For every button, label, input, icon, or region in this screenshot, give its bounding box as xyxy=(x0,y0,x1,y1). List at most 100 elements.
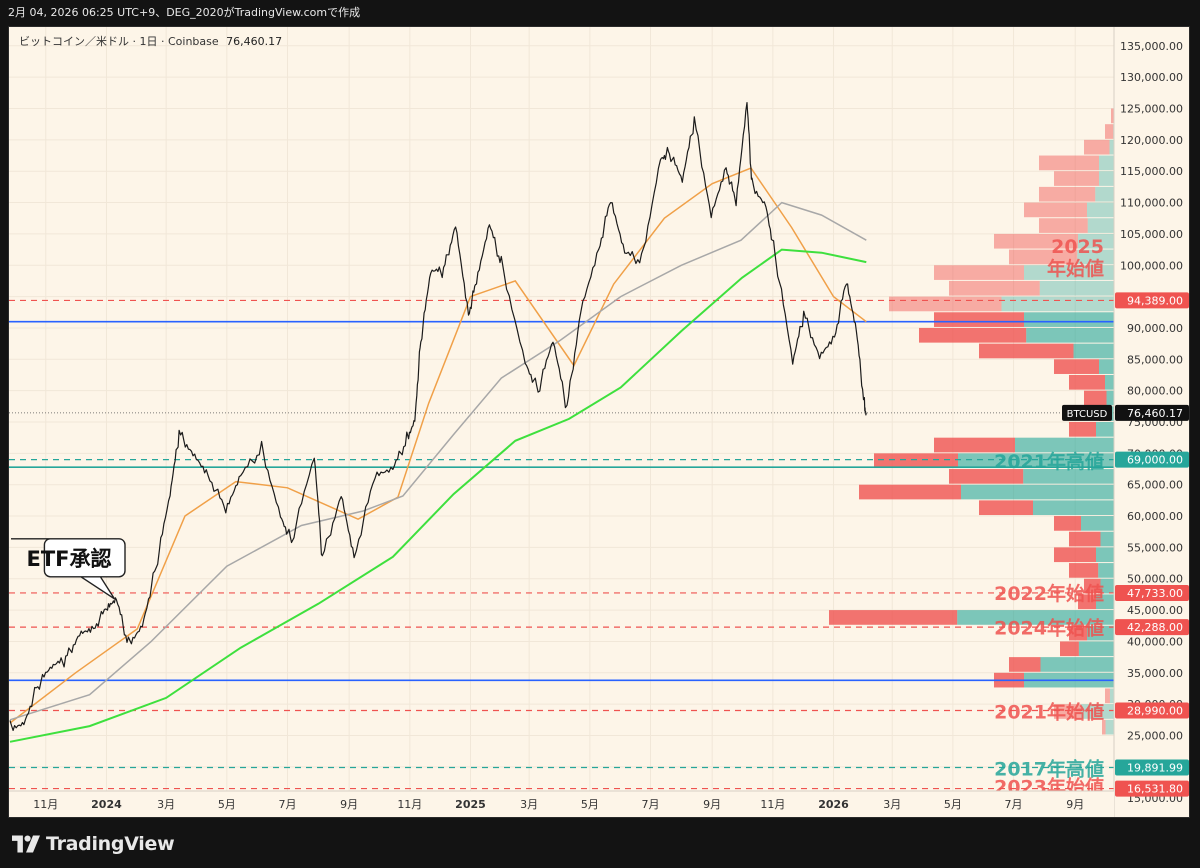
volume-profile-bar-up xyxy=(1040,657,1114,672)
volume-profile-bar-up xyxy=(1096,547,1114,563)
volume-profile-bar-up xyxy=(1033,500,1114,516)
price-tick-label: 100,000.00 xyxy=(1120,259,1183,272)
price-tick-label: 80,000.00 xyxy=(1127,385,1183,398)
volume-profile-bar-up xyxy=(1100,531,1114,547)
volume-profile-bar-down xyxy=(1054,171,1099,186)
price-tick-label: 85,000.00 xyxy=(1127,353,1183,366)
volume-profile-bar-up xyxy=(1023,469,1114,484)
level-annotation: 2024年始値 xyxy=(994,616,1104,639)
volume-profile-bar-down xyxy=(874,453,958,469)
level-annotation: 2025 xyxy=(1051,236,1104,258)
volume-profile-bar-up xyxy=(1098,563,1114,578)
volume-profile-bar-up xyxy=(1096,422,1114,437)
volume-profile-bar-down xyxy=(1054,704,1081,719)
footer: TradingView xyxy=(0,818,1200,868)
moving-averages xyxy=(9,167,867,743)
volume-profile-bar-up xyxy=(1015,437,1114,453)
price-line xyxy=(9,102,867,731)
symbol-tag xyxy=(1062,404,1112,421)
volume-profile-bar-up xyxy=(1099,171,1114,186)
tradingview-logo[interactable]: TradingView xyxy=(12,833,175,855)
time-tick-label: 9月 xyxy=(1066,798,1084,811)
price-tick-label: 25,000.00 xyxy=(1127,729,1183,742)
chart-caption: 2月 04, 2026 06:25 UTC+9、DEG_2020がTrading… xyxy=(8,6,361,19)
volume-profile-bar-up xyxy=(1026,327,1114,343)
price-series xyxy=(9,102,867,731)
time-tick-label: 11月 xyxy=(397,798,422,811)
volume-profile-bar-up xyxy=(1105,719,1114,735)
price-chart[interactable]: 2025年始値2021年高値2022年始値2024年始値2021年始値2017年… xyxy=(9,27,1189,817)
volume-profile-bar-down xyxy=(1105,124,1114,139)
volume-profile-bar-down xyxy=(934,265,1024,280)
time-tick-label: 3月 xyxy=(157,798,175,811)
symbol-info: ビットコイン／米ドル · 1日 · Coinbase 76,460.17 xyxy=(19,33,282,49)
time-axis[interactable]: 11月 2024 3月 5月 7月 9月 11月 2025 3月 5月 7月 9月 11月 2026 3月 5… xyxy=(9,790,1114,817)
level-annotation: 2017年高値 xyxy=(994,757,1104,780)
volume-profile-bar-up xyxy=(958,453,1114,469)
price-tick-label: 35,000.00 xyxy=(1127,667,1183,680)
last-price-tag xyxy=(1115,404,1189,421)
volume-profile-bar-down xyxy=(1105,688,1110,704)
price-axis[interactable]: 15,000.0020,000.0025,000.0030,000.0035,0… xyxy=(1062,27,1189,817)
symbol-price: 76,460.17 xyxy=(226,35,283,48)
volume-profile-bar-down xyxy=(1102,719,1106,735)
moving-average-line xyxy=(9,167,867,724)
volume-profile-bar-up xyxy=(1087,625,1114,641)
volume-profile-bar-up xyxy=(1095,186,1114,202)
price-tick-label: 130,000.00 xyxy=(1120,71,1183,84)
price-tick-label: 90,000.00 xyxy=(1127,322,1183,335)
time-tick-label: 7月 xyxy=(642,798,660,811)
volume-profile-bar-up xyxy=(1099,359,1114,374)
volume-profile-bar-up xyxy=(1100,578,1114,594)
volume-profile-bar-down xyxy=(1069,563,1099,578)
volume-profile-bar-up xyxy=(1078,233,1114,249)
price-tick-label: 55,000.00 xyxy=(1127,541,1183,554)
chart-panel[interactable]: 2025 年始値 2021年高値 2022年始値 2024年始値 2021年始値 2017年… xyxy=(8,26,1190,818)
volume-profile-bar-down xyxy=(1111,108,1114,124)
volume-profile-bar-down xyxy=(829,610,958,625)
price-axis-bg xyxy=(1114,27,1189,817)
volume-profile-bar-down xyxy=(1039,186,1096,202)
etf-callout-text: ETF承認 xyxy=(26,547,111,571)
volume-profile-bar-down xyxy=(934,312,1024,327)
volume-profile-bar-down xyxy=(1069,531,1101,547)
level-price-label: 47,733.00 xyxy=(1127,587,1183,600)
volume-profile-bar-down xyxy=(1084,390,1107,406)
level-price-tag xyxy=(1115,780,1189,797)
volume-profile-bar-up xyxy=(1109,688,1114,704)
tradingview-brand: TradingView xyxy=(46,833,175,855)
volume-profile-bar-down xyxy=(1078,594,1096,610)
level-price-label: 19,891.99 xyxy=(1127,762,1183,775)
price-tick-label: 65,000.00 xyxy=(1127,479,1183,492)
price-tick-label: 60,000.00 xyxy=(1127,510,1183,523)
price-tick-label: 110,000.00 xyxy=(1120,197,1183,210)
time-tick-label: 7月 xyxy=(1005,798,1023,811)
price-tick-label: 40,000.00 xyxy=(1127,635,1183,648)
volume-profile-bar-down xyxy=(1054,547,1096,563)
volume-profile-bar-up xyxy=(1081,516,1114,531)
level-price-tag xyxy=(1115,292,1189,309)
volume-profile-bar-up xyxy=(1099,155,1114,171)
volume-profile-bar-up xyxy=(1081,704,1114,719)
price-tick-label: 45,000.00 xyxy=(1127,604,1183,617)
volume-profile-bar-up xyxy=(1087,218,1114,233)
volume-profile-bar-up xyxy=(1106,390,1114,406)
time-tick-label: 11月 xyxy=(760,798,785,811)
volume-profile-bar-up xyxy=(1024,312,1114,327)
etf-callout-bubble xyxy=(11,538,126,600)
volume-profile-bar-up xyxy=(1096,594,1114,610)
volume-profile-bar-up xyxy=(1001,296,1114,312)
level-price-tag xyxy=(1115,451,1189,468)
price-tick-label: 120,000.00 xyxy=(1120,134,1183,147)
time-tick-label: 2026 xyxy=(818,798,849,811)
volume-profile-bar-up xyxy=(1024,265,1114,280)
symbol-label: ビットコイン／米ドル · 1日 · Coinbase xyxy=(19,35,219,48)
symbol-tag-label: BTCUSD xyxy=(1067,409,1108,420)
volume-profile-bar-down xyxy=(1039,218,1088,233)
time-tick-label: 5月 xyxy=(581,798,599,811)
volume-profile-bar-up xyxy=(1087,202,1114,218)
level-price-label: 42,288.00 xyxy=(1127,621,1183,634)
volume-profile-bar-down xyxy=(1054,359,1099,374)
volume-profile-bar-down xyxy=(949,469,1024,484)
